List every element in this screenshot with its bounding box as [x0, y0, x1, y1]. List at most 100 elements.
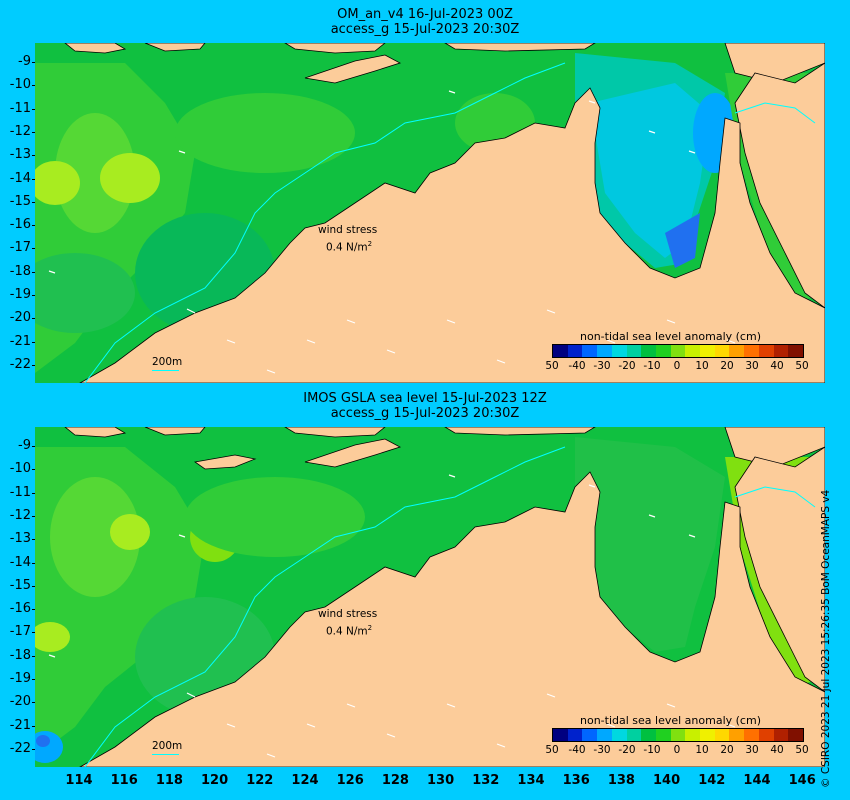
longitude-label: 142: [698, 773, 726, 788]
colorbar-tick-label: 50: [795, 744, 809, 756]
colorbar-swatch: [582, 729, 598, 741]
panel1-colorbar: [552, 344, 804, 358]
colorbar-swatch: [597, 345, 612, 357]
panel2-depth-line: [152, 754, 179, 755]
panel1-depth-label: 200m: [152, 356, 183, 368]
colorbar-swatch: [553, 729, 568, 741]
longitude-label: 128: [381, 773, 409, 788]
colorbar-tick-label: -20: [618, 360, 636, 372]
colorbar-tick-label: 50: [545, 744, 559, 756]
panel1-depth-line: [152, 370, 179, 371]
panel2-wind-stress-value: 0.4 N/m2: [326, 624, 373, 638]
latitude-label: -20: [9, 694, 31, 710]
longitude-label: 134: [517, 773, 545, 788]
panel2-sea-level-map: [35, 427, 825, 767]
panel1-wind-stress-label: wind stress: [318, 224, 378, 236]
colorbar-swatch: [758, 729, 774, 741]
latitude-label: -20: [9, 310, 31, 326]
colorbar-swatch: [685, 345, 701, 357]
colorbar-swatch: [729, 729, 745, 741]
latitude-label: -22: [9, 740, 31, 756]
latitude-tick: [32, 632, 35, 634]
colorbar-swatch: [567, 345, 583, 357]
latitude-tick: [32, 702, 35, 704]
latitude-label: -9: [18, 438, 31, 453]
latitude-tick: [32, 539, 35, 541]
colorbar-swatch: [714, 729, 730, 741]
latitude-label: -9: [18, 54, 31, 69]
latitude-label: -19: [9, 287, 31, 302]
latitude-tick: [32, 62, 35, 63]
colorbar-tick-label: -10: [643, 744, 661, 756]
colorbar-tick-label: -30: [593, 744, 611, 756]
latitude-tick: [32, 318, 35, 320]
latitude-label: -18: [9, 647, 31, 663]
latitude-label: -12: [9, 507, 31, 523]
colorbar-tick-label: -10: [643, 360, 661, 372]
panel2-colorbar-title: non-tidal sea level anomaly (cm): [580, 714, 761, 727]
longitude-label: 136: [562, 773, 590, 788]
latitude-label: -11: [9, 484, 31, 500]
colorbar-swatch: [597, 729, 612, 741]
latitude-tick: [32, 515, 35, 517]
colorbar-tick-label: -20: [618, 744, 636, 756]
longitude-label: 140: [653, 773, 681, 788]
colorbar-swatch: [788, 345, 803, 357]
longitude-label: 118: [155, 773, 183, 788]
latitude-tick: [32, 679, 35, 680]
colorbar-tick-label: 0: [673, 360, 681, 372]
latitude-label: -21: [9, 717, 31, 733]
colorbar-tick-label: 50: [545, 360, 559, 372]
colorbar-swatch: [553, 345, 568, 357]
latitude-label: -22: [9, 356, 31, 372]
latitude-label: -19: [9, 671, 31, 686]
colorbar-swatch: [582, 345, 598, 357]
colorbar-swatch: [744, 729, 759, 741]
latitude-tick: [32, 655, 35, 657]
latitude-tick: [32, 585, 35, 587]
colorbar-tick-label: 50: [795, 360, 809, 372]
longitude-label: 146: [788, 773, 816, 788]
colorbar-tick-label: 10: [695, 360, 709, 372]
latitude-label: -11: [9, 100, 31, 116]
colorbar-swatch: [758, 345, 774, 357]
colorbar-swatch: [670, 729, 686, 741]
latitude-tick: [32, 725, 35, 727]
colorbar-tick-label: -40: [568, 360, 586, 372]
latitude-tick: [32, 225, 35, 227]
colorbar-swatch: [773, 345, 789, 357]
longitude-label: 126: [336, 773, 364, 788]
colorbar-tick-label: 20: [720, 360, 734, 372]
latitude-tick: [32, 131, 35, 133]
panel2-map: [35, 427, 825, 767]
colorbar-swatch: [611, 729, 627, 741]
panel2-colorbar: [552, 728, 804, 742]
longitude-label: 122: [246, 773, 274, 788]
latitude-tick: [32, 469, 35, 471]
longitude-label: 120: [201, 773, 229, 788]
latitude-label: -17: [9, 624, 31, 640]
latitude-label: -16: [9, 217, 31, 233]
panel1-sea-level-map: [35, 43, 825, 383]
latitude-tick: [32, 201, 35, 203]
colorbar-tick-label: -40: [568, 744, 586, 756]
latitude-label: -15: [9, 193, 31, 209]
latitude-tick: [32, 748, 35, 750]
colorbar-swatch: [567, 729, 583, 741]
latitude-tick: [32, 364, 35, 366]
colorbar-swatch: [655, 729, 671, 741]
latitude-label: -14: [9, 554, 31, 570]
latitude-label: -13: [9, 147, 31, 163]
colorbar-swatch: [700, 345, 715, 357]
colorbar-swatch: [611, 345, 627, 357]
panel1-title-line1: OM_an_v4 16-Jul-2023 00Z: [337, 7, 513, 22]
longitude-label: 130: [427, 773, 455, 788]
colorbar-tick-label: 0: [673, 744, 681, 756]
colorbar-swatch: [641, 345, 656, 357]
colorbar-swatch: [685, 729, 701, 741]
credit-text: © CSIRO 2023 21 Jul 2023 15:26:35 BoM Oc…: [820, 489, 832, 788]
latitude-label: -12: [9, 123, 31, 139]
colorbar-swatch: [788, 729, 803, 741]
colorbar-swatch: [700, 729, 715, 741]
panel2-wind-stress-label: wind stress: [318, 608, 378, 620]
